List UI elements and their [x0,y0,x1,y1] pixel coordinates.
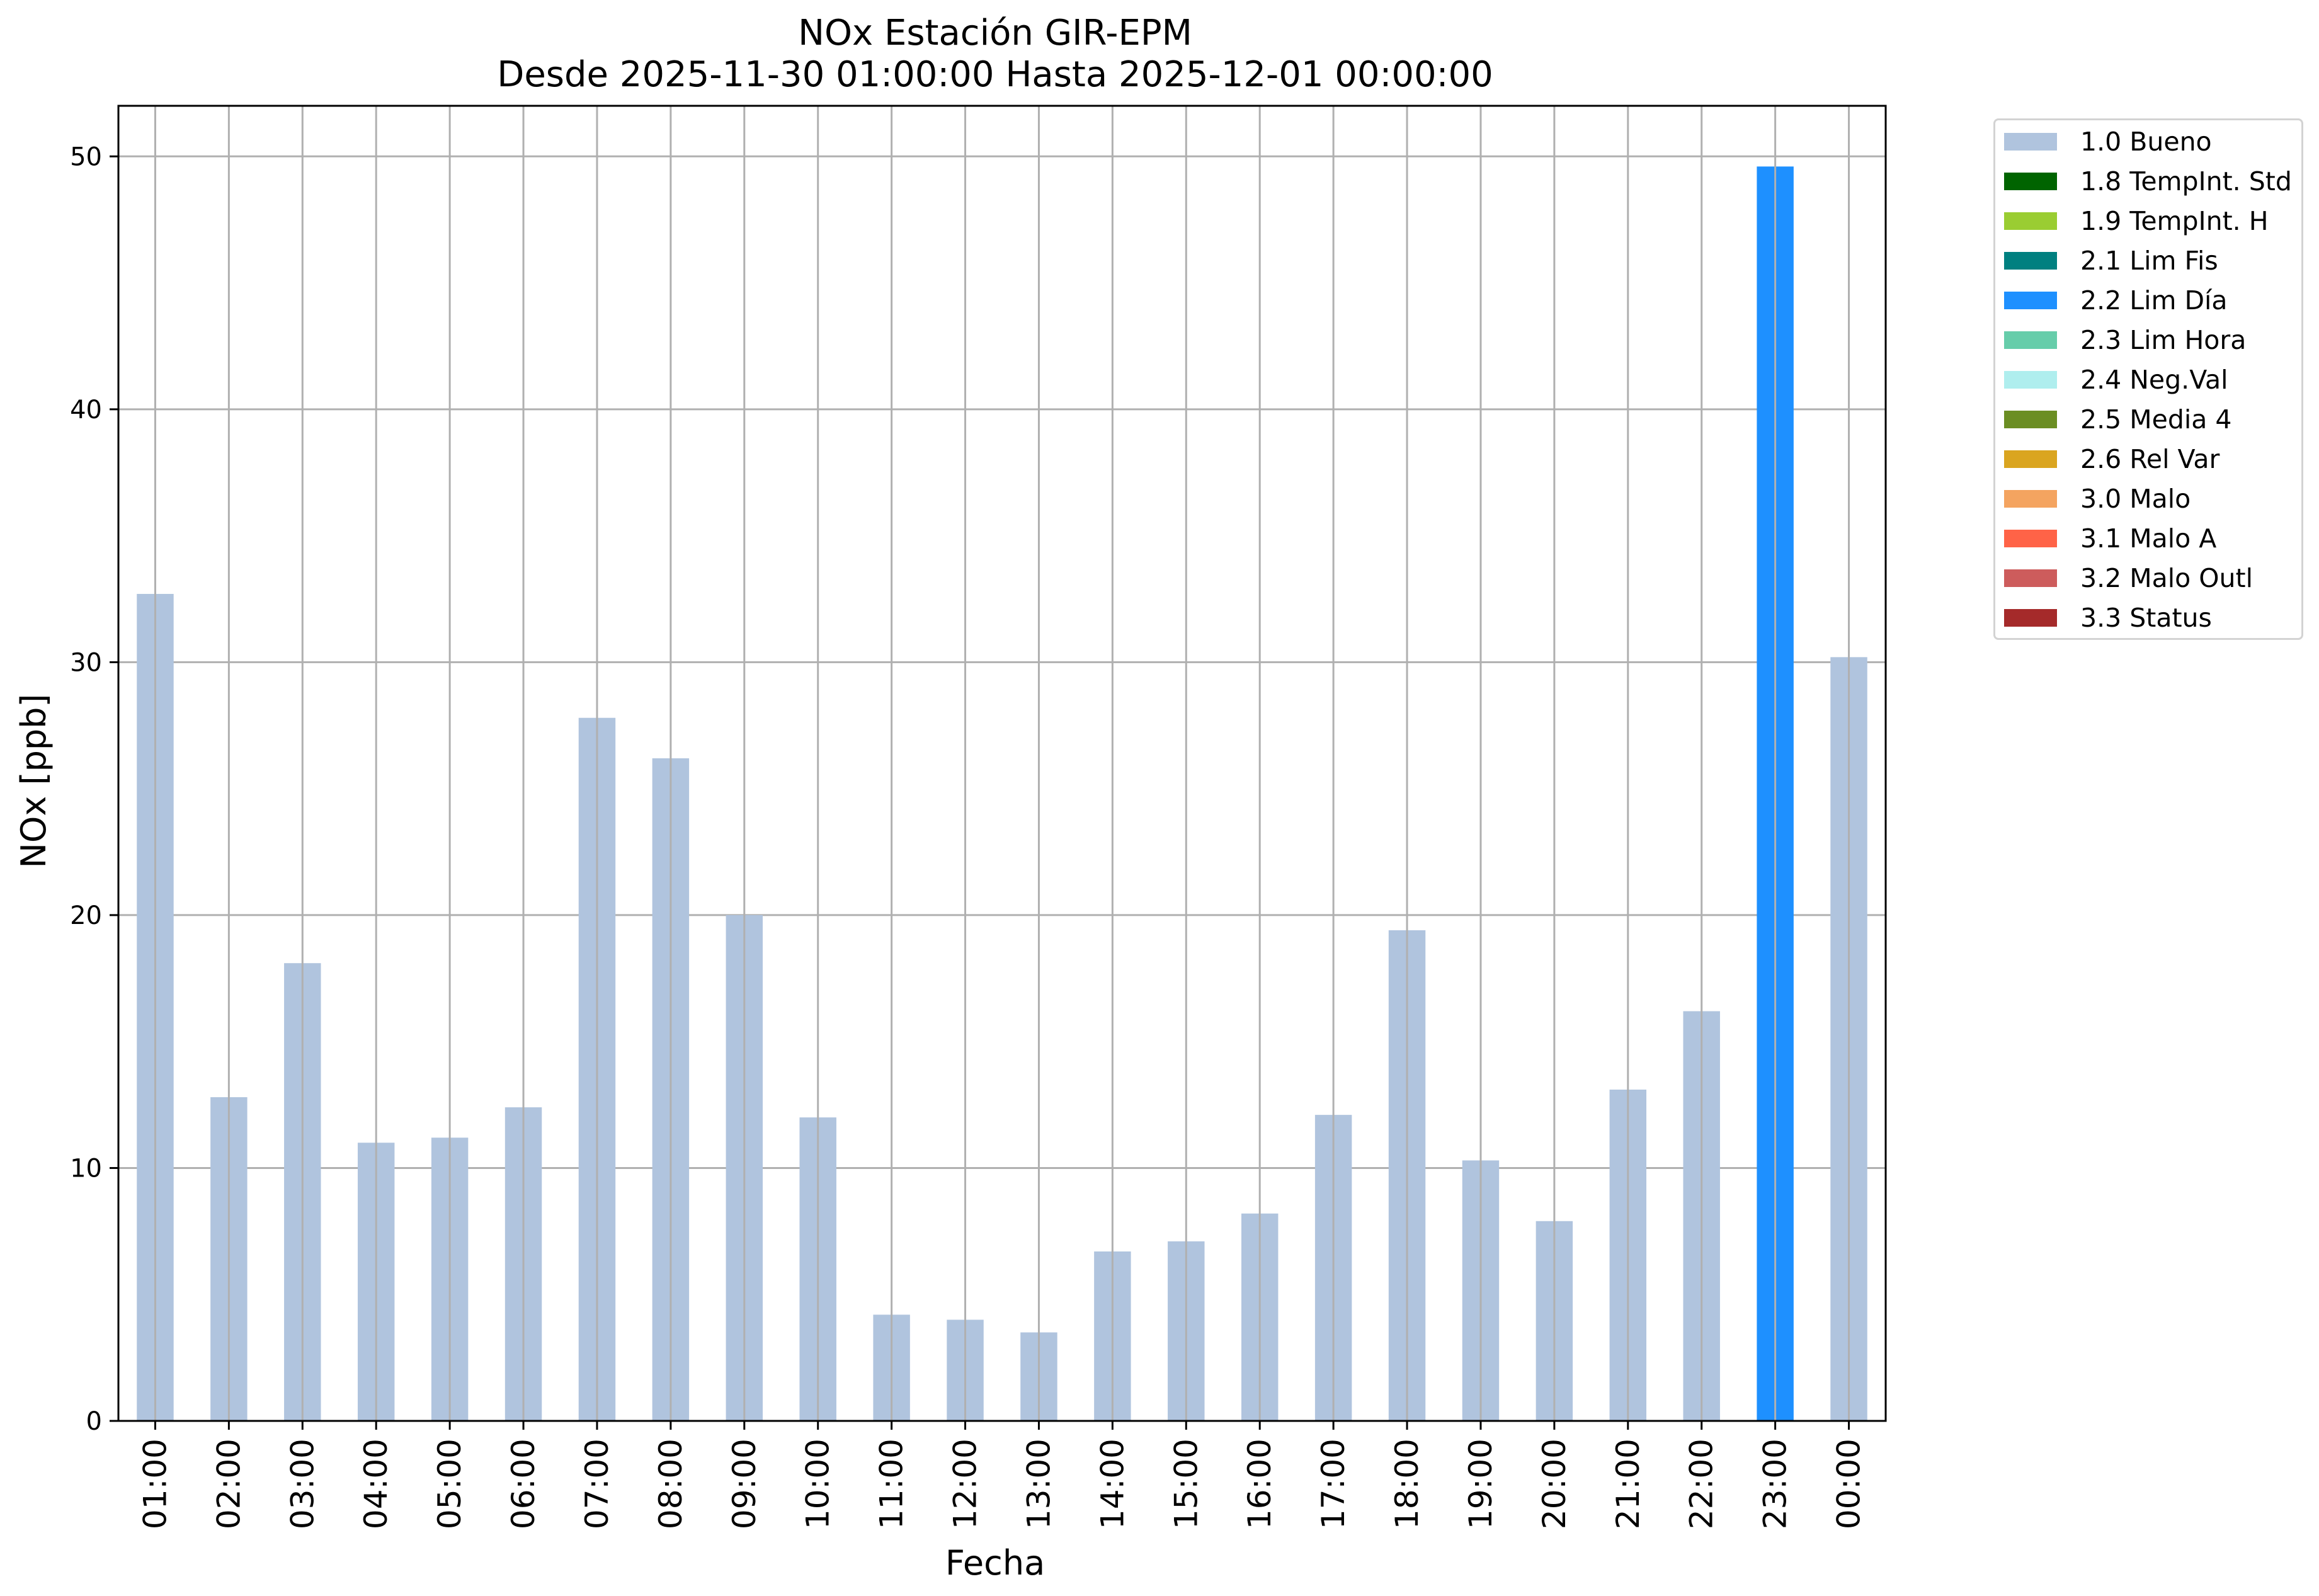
legend-label: 2.4 Neg.Val [2080,365,2228,395]
x-tick-label: 01:00 [137,1439,173,1529]
legend-item: 1.8 TempInt. Std [1995,161,2301,201]
x-tick-label: 15:00 [1168,1439,1204,1529]
legend-swatch [2004,490,2057,508]
legend-item: 3.0 Malo [1995,479,2301,518]
x-tick-label: 23:00 [1757,1439,1794,1529]
legend-swatch [2004,331,2057,349]
y-tick-label: 50 [70,142,102,171]
x-tick-label: 00:00 [1831,1439,1867,1529]
y-tick-label: 10 [70,1154,102,1183]
x-tick-label: 12:00 [947,1439,984,1529]
x-tick-label: 06:00 [505,1439,542,1529]
legend: 1.0 Bueno 1.8 TempInt. Std 1.9 TempInt. H 2… [1993,118,2303,640]
legend-label: 2.1 Lim Fis [2080,246,2218,276]
x-tick-label: 05:00 [431,1439,468,1529]
legend-label: 3.0 Malo [2080,484,2191,514]
x-tick-label: 17:00 [1315,1439,1352,1529]
legend-label: 3.3 Status [2080,603,2212,633]
legend-item: 3.2 Malo Outl [1995,558,2301,598]
x-tick-label: 11:00 [874,1439,910,1529]
chart-subtitle: Desde 2025-11-30 01:00:00 Hasta 2025-12-… [497,54,1493,95]
y-tick-label: 20 [70,901,102,930]
x-tick-label: 03:00 [284,1439,321,1529]
plot-frame [117,105,1887,1422]
legend-item: 3.1 Malo A [1995,518,2301,558]
x-tick-label: 10:00 [800,1439,836,1529]
vertical-grid-lines [154,106,1850,1421]
legend-item: 2.6 Rel Var [1995,439,2301,479]
legend-item: 2.3 Lim Hora [1995,320,2301,360]
legend-label: 2.5 Media 4 [2080,404,2232,435]
y-axis-label: NOx [ppb] [14,694,54,869]
y-tick-label: 40 [70,396,102,425]
legend-swatch [2004,530,2057,547]
legend-item: 2.4 Neg.Val [1995,360,2301,399]
legend-label: 1.8 TempInt. Std [2080,166,2292,197]
legend-item: 3.3 Status [1995,598,2301,637]
x-tick-label: 04:00 [358,1439,394,1529]
x-tick-label: 14:00 [1094,1439,1131,1529]
legend-swatch [2004,411,2057,428]
x-tick-label: 20:00 [1536,1439,1573,1529]
legend-swatch [2004,292,2057,309]
legend-swatch [2004,450,2057,468]
legend-label: 2.3 Lim Hora [2080,325,2247,355]
legend-label: 1.9 TempInt. H [2080,206,2269,236]
x-axis: 01:00 02:00 03:00 04:00 05:00 06:00 07:00 08:00… [137,1421,1867,1529]
x-tick-label: 22:00 [1684,1439,1720,1529]
legend-swatch [2004,371,2057,389]
legend-swatch [2004,609,2057,627]
x-tick-label: 08:00 [652,1439,689,1529]
x-axis-label: Fecha [945,1543,1045,1583]
x-tick-label: 02:00 [210,1439,247,1529]
x-tick-label: 09:00 [726,1439,763,1529]
y-axis: 0 10 20 30 40 50 [70,142,118,1436]
legend-label: 2.6 Rel Var [2080,444,2220,474]
legend-swatch [2004,173,2057,190]
y-tick-label: 0 [86,1407,102,1436]
legend-item: 2.2 Lim Día [1995,280,2301,320]
legend-swatch [2004,569,2057,587]
legend-item: 2.5 Media 4 [1995,399,2301,439]
legend-label: 3.2 Malo Outl [2080,563,2253,593]
x-tick-label: 18:00 [1389,1439,1425,1529]
x-tick-label: 21:00 [1610,1439,1646,1529]
legend-swatch [2004,212,2057,230]
legend-label: 3.1 Malo A [2080,523,2217,554]
bars [137,166,1867,1421]
x-tick-label: 19:00 [1462,1439,1499,1529]
legend-label: 2.2 Lim Día [2080,285,2228,316]
x-tick-label: 07:00 [579,1439,615,1529]
legend-label: 1.0 Bueno [2080,127,2212,157]
legend-item: 2.1 Lim Fis [1995,241,2301,280]
legend-swatch [2004,252,2057,270]
legend-item: 1.0 Bueno [1995,122,2301,161]
chart-title: NOx Estación GIR-EPM [798,13,1192,54]
legend-swatch [2004,133,2057,151]
x-tick-label: 16:00 [1241,1439,1278,1529]
x-tick-label: 13:00 [1020,1439,1057,1529]
legend-item: 1.9 TempInt. H [1995,201,2301,241]
y-tick-label: 30 [70,648,102,677]
